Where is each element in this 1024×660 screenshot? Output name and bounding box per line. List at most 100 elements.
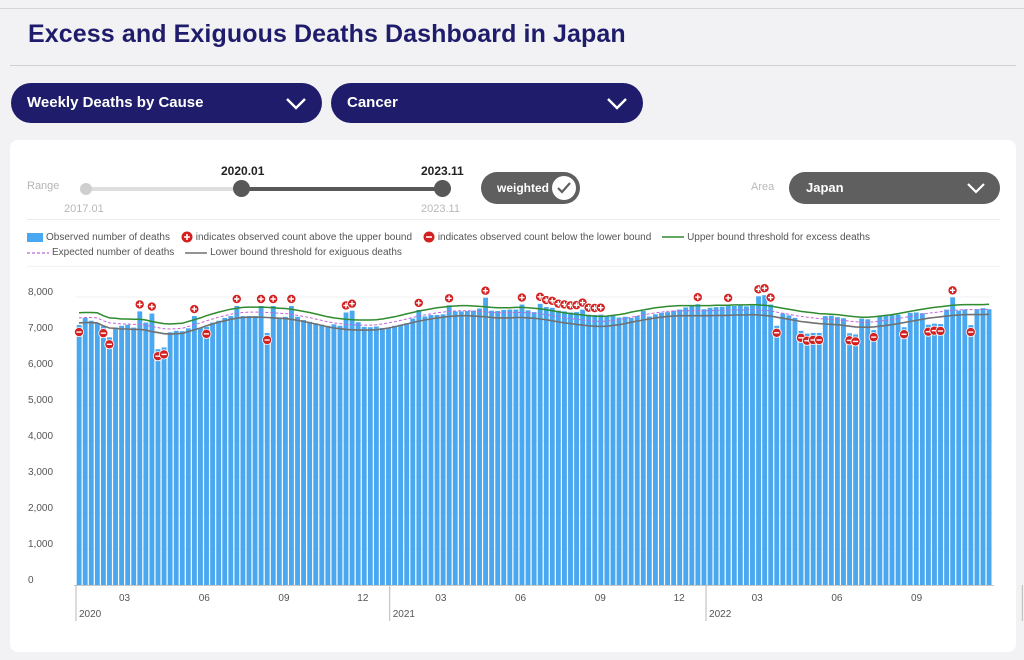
bar xyxy=(501,309,507,585)
bar xyxy=(167,332,173,585)
x-month-tick: 03 xyxy=(119,593,131,604)
bar xyxy=(513,309,519,585)
bar xyxy=(107,337,112,585)
range-max-label: 2023.11 xyxy=(421,203,460,215)
legend-expected-line xyxy=(27,251,49,254)
bar xyxy=(810,333,816,585)
bar xyxy=(173,330,179,585)
bar xyxy=(938,324,943,585)
bar xyxy=(319,324,325,585)
bar xyxy=(331,324,337,585)
above-marker-plus xyxy=(767,294,774,301)
bar xyxy=(252,316,258,585)
bar xyxy=(82,317,88,585)
bar xyxy=(841,318,846,585)
weighted-label: weighted xyxy=(497,181,550,195)
bar xyxy=(683,307,689,585)
bar xyxy=(94,322,100,585)
bar xyxy=(962,309,968,585)
bar xyxy=(270,306,276,585)
bar xyxy=(731,306,737,585)
bar xyxy=(458,311,464,585)
bar xyxy=(774,325,780,585)
controls-divider xyxy=(27,219,1000,220)
bar xyxy=(301,320,307,585)
above-marker-plus xyxy=(573,302,580,308)
bar xyxy=(701,309,707,585)
legend-divider xyxy=(27,266,1000,267)
chevron-down-icon xyxy=(967,183,985,194)
bar xyxy=(877,316,883,585)
bar xyxy=(343,312,349,585)
bar xyxy=(889,315,895,585)
bar xyxy=(289,306,294,585)
area-dropdown[interactable]: Japan xyxy=(789,172,1000,204)
bar xyxy=(646,316,652,585)
bar xyxy=(568,312,573,585)
bar xyxy=(932,323,937,585)
bar xyxy=(137,311,143,585)
y-tick-label: 7,000 xyxy=(28,323,53,334)
bar xyxy=(179,331,185,585)
bar xyxy=(452,311,458,585)
y-tick-label: 0 xyxy=(28,575,34,586)
bar xyxy=(561,311,567,585)
bar xyxy=(950,297,956,585)
page-title: Excess and Exiguous Deaths Dashboard in … xyxy=(28,20,626,48)
bar xyxy=(737,305,743,585)
bar xyxy=(185,328,191,585)
bar xyxy=(119,325,125,585)
above-marker-plus xyxy=(149,303,155,310)
bar xyxy=(750,305,755,585)
bar xyxy=(125,324,131,585)
bar xyxy=(610,315,616,585)
bar xyxy=(592,315,598,585)
bar xyxy=(665,312,670,585)
bar xyxy=(944,309,950,585)
bar xyxy=(471,310,476,585)
x-year-tick: 2020 xyxy=(79,609,102,620)
range-label: Range xyxy=(27,180,60,192)
bar xyxy=(980,308,986,585)
bar xyxy=(555,310,561,585)
cause-dropdown[interactable]: Cancer xyxy=(331,83,643,123)
bar xyxy=(652,314,658,585)
above-marker-plus xyxy=(446,295,452,301)
bar xyxy=(204,326,209,585)
bar xyxy=(719,306,725,585)
bar xyxy=(295,316,300,585)
bar xyxy=(416,309,422,585)
bar xyxy=(155,349,161,585)
above-marker-plus xyxy=(579,300,586,306)
bar xyxy=(743,306,749,585)
range-start-handle[interactable] xyxy=(233,180,250,197)
y-tick-label: 3,000 xyxy=(28,467,53,478)
bar xyxy=(622,316,628,585)
bar xyxy=(525,310,531,585)
bar xyxy=(895,314,901,585)
above-marker-plus xyxy=(288,296,294,302)
above-marker-plus xyxy=(549,298,555,304)
bar xyxy=(853,334,859,585)
y-tick-label: 6,000 xyxy=(28,359,53,370)
bar xyxy=(604,316,610,585)
bar xyxy=(707,307,713,585)
x-month-tick: 06 xyxy=(199,593,211,604)
bar xyxy=(695,304,701,585)
bar xyxy=(871,330,877,585)
bar xyxy=(404,323,410,585)
bar xyxy=(816,333,822,585)
weighted-toggle[interactable]: weighted xyxy=(481,172,580,204)
x-month-tick: 12 xyxy=(357,593,369,604)
bar xyxy=(798,330,804,585)
metric-dropdown-label: Weekly Deaths by Cause xyxy=(27,94,204,111)
range-end-handle[interactable] xyxy=(434,180,451,197)
bar xyxy=(859,318,865,585)
metric-dropdown[interactable]: Weekly Deaths by Cause xyxy=(11,83,322,123)
bar xyxy=(786,315,792,585)
bar xyxy=(410,318,416,585)
top-border xyxy=(0,8,1024,9)
bar xyxy=(598,314,604,585)
bar xyxy=(325,325,331,585)
